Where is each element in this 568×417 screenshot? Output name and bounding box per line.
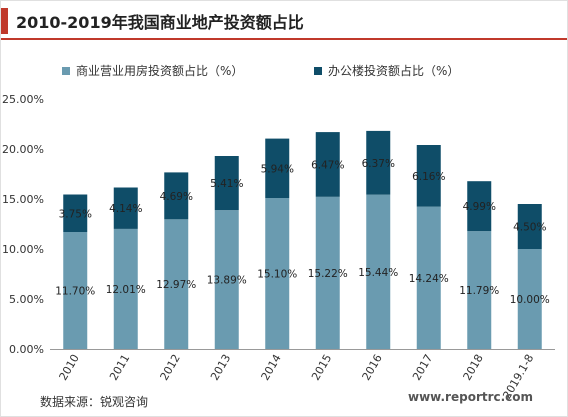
bar-segment-commercial xyxy=(416,206,441,349)
x-tick-label: 2013 xyxy=(208,352,233,383)
data-label-office: 6.47% xyxy=(311,159,344,171)
watermark: www.reportrc.com xyxy=(408,390,534,404)
bar-segment-office xyxy=(113,187,138,229)
data-label-office: 4.14% xyxy=(109,203,142,215)
bar-segment-office xyxy=(214,156,239,211)
y-tick-label: 20.00% xyxy=(2,143,44,156)
legend-item-office: 办公楼投资额占比（%） xyxy=(314,62,459,79)
data-label-office: 4.50% xyxy=(513,222,546,234)
data-label-office: 3.75% xyxy=(59,208,92,220)
bar-segment-commercial xyxy=(164,219,189,349)
bar-segment-office xyxy=(63,194,88,232)
x-tick-label: 2016 xyxy=(360,352,385,383)
data-label-commercial: 11.70% xyxy=(55,286,95,298)
x-tick-label: 2012 xyxy=(158,352,183,383)
bar-segment-commercial xyxy=(265,198,290,349)
data-label-commercial: 14.24% xyxy=(409,273,449,285)
bar-segment-commercial xyxy=(366,194,391,349)
data-label-commercial: 13.89% xyxy=(207,275,247,287)
bar-segment-commercial xyxy=(214,210,239,349)
data-label-office: 6.37% xyxy=(362,158,395,170)
data-label-commercial: 10.00% xyxy=(510,294,550,306)
y-tick-label: 10.00% xyxy=(2,243,44,256)
y-tick-label: 0.00% xyxy=(9,343,44,356)
data-label-office: 4.99% xyxy=(463,201,496,213)
data-label-commercial: 11.79% xyxy=(459,285,499,297)
bar-segment-commercial xyxy=(113,228,138,349)
y-tick-label: 25.00% xyxy=(2,93,44,106)
bar-segment-office xyxy=(315,132,340,197)
legend-swatch-office xyxy=(314,66,322,75)
title-divider xyxy=(0,38,568,40)
x-tick-label: 2010 xyxy=(57,352,82,383)
data-label-office: 5.41% xyxy=(210,178,243,190)
data-label-office: 5.94% xyxy=(261,163,294,175)
bar-segment-commercial xyxy=(517,249,542,349)
bar-segment-office xyxy=(517,204,542,249)
x-tick-label: 2011 xyxy=(107,352,132,383)
x-tick-label: 2015 xyxy=(309,352,334,383)
data-label-commercial: 15.44% xyxy=(358,267,398,279)
title-accent-bar xyxy=(0,8,8,34)
data-label-commercial: 15.22% xyxy=(308,268,348,280)
y-tick-label: 5.00% xyxy=(9,293,44,306)
source-note: 数据来源：锐观咨询 xyxy=(40,395,149,409)
bar-segment-commercial xyxy=(63,232,88,349)
legend-label-office: 办公楼投资额占比（%） xyxy=(328,64,460,78)
x-tick-label: 2018 xyxy=(461,352,486,383)
legend-swatch-commercial xyxy=(62,66,70,75)
legend-label-commercial: 商业营业用房投资额占比（%） xyxy=(76,64,244,78)
bar-segment-commercial xyxy=(315,196,340,349)
bar-segment-office xyxy=(265,138,290,198)
bar-segment-office xyxy=(467,181,492,232)
page-title: 2010-2019年我国商业地产投资额占比 xyxy=(16,13,304,32)
legend-item-commercial: 商业营业用房投资额占比（%） xyxy=(62,62,243,79)
bar-segment-office xyxy=(416,145,441,207)
data-label-office: 4.69% xyxy=(160,191,193,203)
bar-segment-commercial xyxy=(467,231,492,349)
data-label-office: 6.16% xyxy=(412,171,445,183)
x-tick-label: 2014 xyxy=(259,352,284,383)
x-tick-label: 2017 xyxy=(410,352,435,383)
y-tick-label: 15.00% xyxy=(2,193,44,206)
data-label-commercial: 12.01% xyxy=(106,284,146,296)
bar-segment-office xyxy=(164,172,189,220)
data-label-commercial: 15.10% xyxy=(257,269,297,281)
bar-segment-office xyxy=(366,130,391,195)
data-label-commercial: 12.97% xyxy=(156,279,196,291)
